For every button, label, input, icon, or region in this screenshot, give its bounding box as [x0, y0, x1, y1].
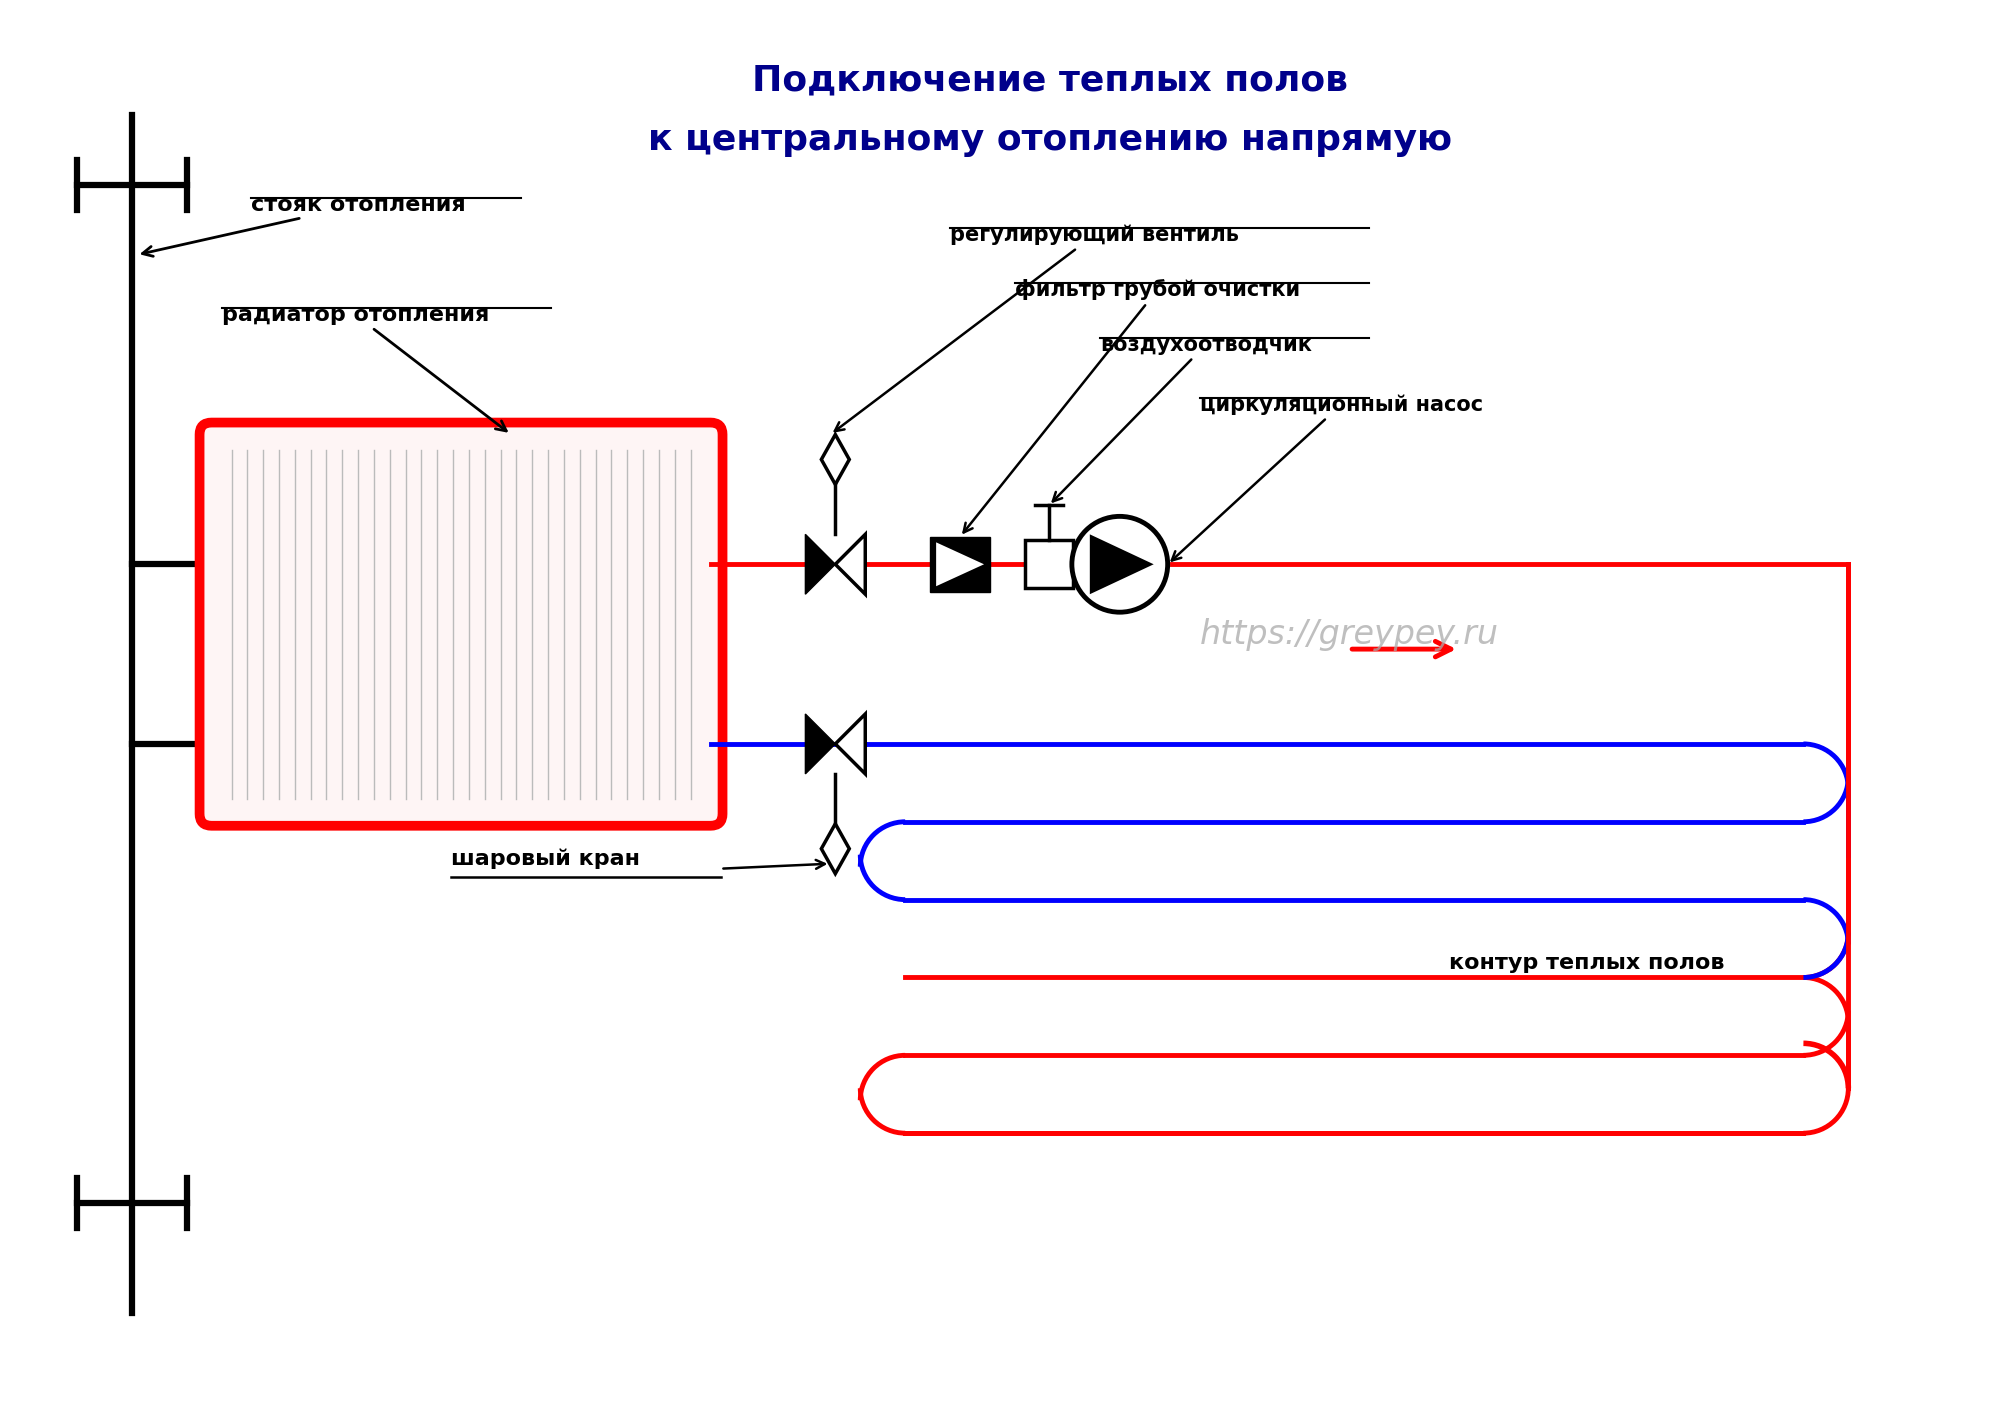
Text: воздухоотводчик: воздухоотводчик [1053, 335, 1311, 502]
Bar [1025, 540, 1073, 588]
FancyBboxPatch shape [200, 423, 721, 826]
Polygon shape [935, 543, 983, 587]
Text: циркуляционный насос: циркуляционный насос [1171, 395, 1483, 560]
Text: контур теплых полов: контур теплых полов [1449, 953, 1724, 973]
Text: к центральному отоплению напрямую: к центральному отоплению напрямую [647, 123, 1451, 157]
Text: радиатор отопления: радиатор отопления [222, 305, 505, 431]
Text: регулирующий вентиль: регулирующий вентиль [835, 225, 1239, 431]
Text: https://greypey.ru: https://greypey.ru [1199, 618, 1498, 650]
Text: Подключение теплых полов: Подключение теплых полов [751, 64, 1347, 98]
Polygon shape [805, 714, 835, 773]
Bar [929, 537, 989, 591]
Polygon shape [835, 534, 865, 594]
Polygon shape [1089, 534, 1153, 594]
Polygon shape [805, 534, 835, 594]
Text: фильтр грубой очистки: фильтр грубой очистки [963, 280, 1299, 533]
Polygon shape [835, 714, 865, 773]
Text: стояк отопления: стояк отопления [142, 195, 466, 256]
Text: шаровый кран: шаровый кран [452, 848, 639, 870]
Polygon shape [821, 824, 849, 874]
Circle shape [1071, 516, 1167, 612]
Polygon shape [821, 434, 849, 485]
